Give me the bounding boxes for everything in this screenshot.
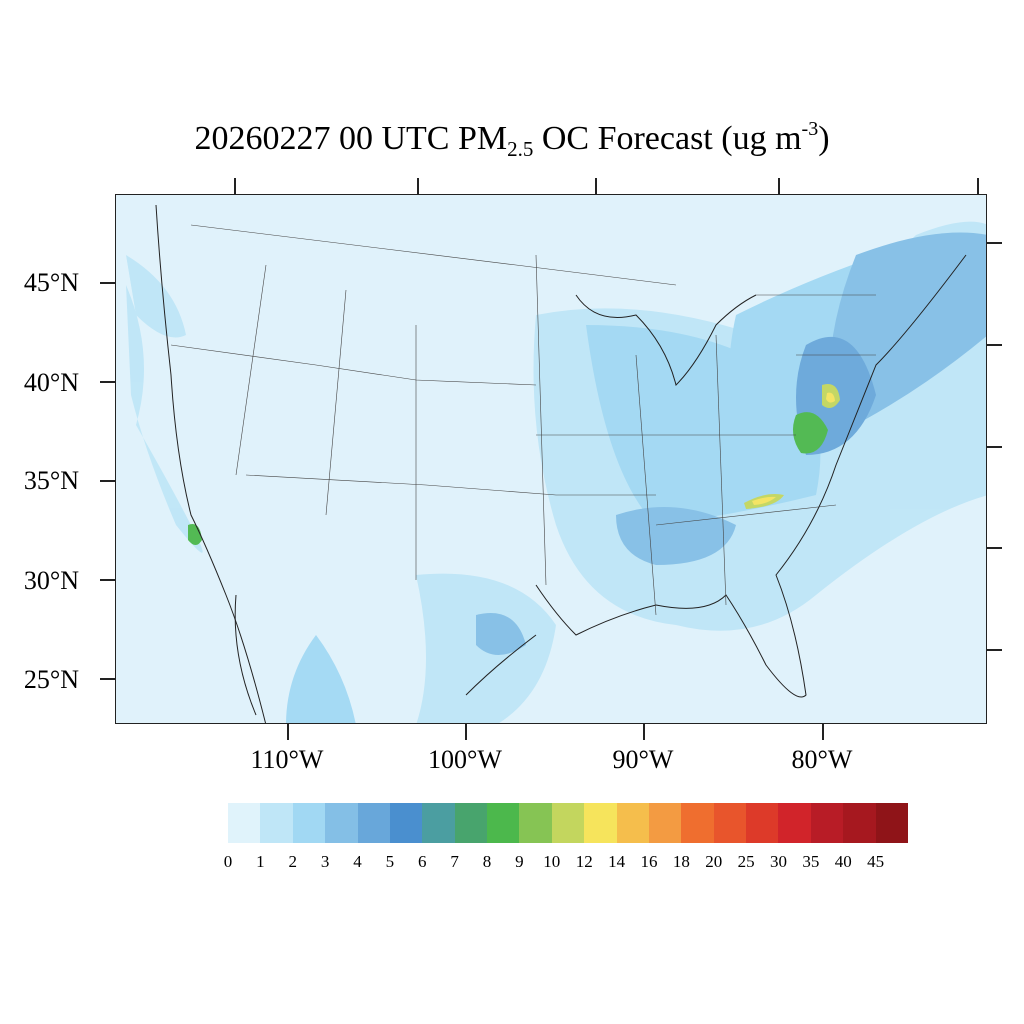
- colorbar-swatch: [389, 803, 423, 843]
- lon-tick: [643, 724, 645, 740]
- colorbar-swatch: [746, 803, 779, 843]
- colorbar-swatch: [875, 803, 908, 843]
- colorbar-tick-label: 6: [418, 852, 427, 871]
- colorbar-swatch: [778, 803, 811, 843]
- colorbar-swatch: [681, 803, 714, 843]
- right-tick: [987, 446, 1002, 448]
- right-tick: [987, 547, 1002, 549]
- colorbar-tick-label: 40: [834, 852, 852, 871]
- colorbar-tick-label: 45: [867, 852, 885, 871]
- colorbar-swatch: [228, 803, 261, 843]
- colorbar-tick-label: 9: [515, 852, 524, 871]
- chart-title: 20260227 00 UTC PM2.5 OC Forecast (ug m-…: [194, 118, 830, 161]
- lat-tick: [100, 381, 115, 383]
- lon-label-80: 80°W: [791, 745, 853, 774]
- lat-tick: [100, 282, 115, 284]
- lat-tick: [100, 480, 115, 482]
- colorbar-tick-label: 35: [802, 852, 820, 871]
- colorbar-swatch: [648, 803, 682, 843]
- lon-label-90: 90°W: [612, 745, 674, 774]
- colorbar-tick-label: 25: [737, 852, 755, 871]
- concentration-field: [126, 221, 986, 723]
- colorbar-swatch: [843, 803, 876, 843]
- lat-tick: [100, 579, 115, 581]
- colorbar-tick-label: 12: [575, 852, 593, 871]
- colorbar-swatch: [584, 803, 617, 843]
- colorbar-swatch: [422, 803, 455, 843]
- lon-label-110: 110°W: [250, 745, 324, 774]
- colorbar-tick-label: 10: [543, 852, 561, 871]
- top-tick: [234, 178, 236, 194]
- colorbar-tick-label: 4: [353, 852, 362, 871]
- state-borders: [170, 224, 876, 616]
- lon-tick: [465, 724, 467, 740]
- colorbar-swatch: [616, 803, 649, 843]
- colorbar-tick-label: 1: [256, 852, 265, 871]
- lat-label-30: 30°N: [23, 566, 79, 595]
- top-tick: [977, 178, 979, 194]
- coastlines: [155, 204, 967, 723]
- colorbar-tick-label: 18: [672, 852, 690, 871]
- colorbar-swatch: [454, 803, 487, 843]
- right-tick: [987, 242, 1002, 244]
- colorbar-swatch: [292, 803, 326, 843]
- colorbar-swatch: [260, 803, 293, 843]
- colorbar-swatch: [325, 803, 358, 843]
- lat-label-45: 45°N: [23, 268, 79, 297]
- colorbar-swatch: [810, 803, 844, 843]
- colorbar-tick-label: 20: [705, 852, 723, 871]
- colorbar-tick-label: 2: [288, 852, 298, 871]
- right-tick: [987, 649, 1002, 651]
- top-tick: [595, 178, 597, 194]
- concentration-map: [126, 204, 986, 723]
- lat-label-25: 25°N: [23, 665, 79, 694]
- lat-label-40: 40°N: [23, 368, 79, 397]
- lat-label-35: 35°N: [23, 466, 79, 495]
- top-tick: [417, 178, 419, 194]
- right-tick: [987, 344, 1002, 346]
- colorbar-tick-label: 3: [320, 852, 330, 871]
- colorbar-tick-label: 8: [482, 852, 492, 871]
- colorbar-tick-label: 16: [640, 852, 658, 871]
- colorbar-swatch: [487, 803, 520, 843]
- colorbar-swatch: [551, 803, 585, 843]
- colorbar-labels: 0 1 2 3 4 5 6 7 8 9 10 12 14 16 18 20 25 30 35 40 45: [0, 852, 1024, 876]
- colorbar: [228, 803, 908, 843]
- lat-tick: [100, 678, 115, 680]
- colorbar-tick-label: 30: [769, 852, 787, 871]
- colorbar-swatch: [713, 803, 746, 843]
- lon-tick: [822, 724, 824, 740]
- lon-tick: [287, 724, 289, 740]
- colorbar-tick-label: 5: [385, 852, 395, 871]
- lon-label-100: 100°W: [428, 745, 502, 774]
- colorbar-tick-label: 14: [608, 852, 626, 871]
- colorbar-tick-label: 7: [450, 852, 459, 871]
- top-tick: [778, 178, 780, 194]
- map-panel: [115, 194, 987, 724]
- colorbar-swatch: [519, 803, 552, 843]
- colorbar-swatch: [357, 803, 390, 843]
- colorbar-tick-label: 0: [223, 852, 233, 871]
